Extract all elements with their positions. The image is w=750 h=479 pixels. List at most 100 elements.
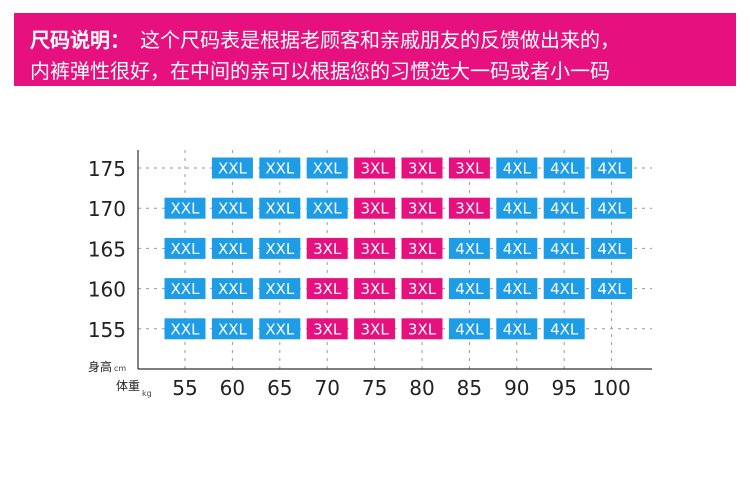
size-cell bbox=[164, 278, 206, 300]
size-cell-label: XXL bbox=[218, 160, 248, 178]
size-cell-label: 3XL bbox=[408, 160, 437, 178]
size-cell-label: XXL bbox=[265, 160, 295, 178]
size-cell-label: XXL bbox=[265, 280, 295, 298]
size-cell-label: 4XL bbox=[455, 240, 484, 258]
size-cell bbox=[591, 237, 633, 259]
size-cell-label: XXL bbox=[171, 240, 201, 258]
size-cell-label: 4XL bbox=[503, 200, 532, 218]
size-cell-label: XXL bbox=[218, 320, 248, 338]
size-cell-label: 4XL bbox=[503, 160, 532, 178]
y-axis-label: 身高 bbox=[88, 359, 112, 374]
size-cell bbox=[496, 278, 538, 300]
size-cell bbox=[354, 157, 396, 179]
size-cell bbox=[306, 237, 348, 259]
header-text-1: 这个尺码表是根据老顾客和亲戚朋友的反馈做出来的， bbox=[140, 28, 620, 52]
size-cell bbox=[401, 318, 443, 340]
size-cell-label: 3XL bbox=[313, 240, 342, 258]
size-cell-label: 4XL bbox=[550, 240, 579, 258]
size-cell bbox=[211, 318, 253, 340]
size-cell-label: 4XL bbox=[598, 160, 627, 178]
size-cell bbox=[401, 157, 443, 179]
size-cell bbox=[211, 237, 253, 259]
x-tick-label: 95 bbox=[551, 376, 576, 400]
size-cell-label: XXL bbox=[218, 200, 248, 218]
size-cell bbox=[591, 197, 633, 219]
size-cell-label: XXL bbox=[313, 160, 343, 178]
size-cell bbox=[496, 318, 538, 340]
size-cell-label: 4XL bbox=[503, 320, 532, 338]
size-cell-label: 4XL bbox=[455, 320, 484, 338]
size-cell bbox=[259, 318, 301, 340]
size-cell bbox=[259, 197, 301, 219]
size-cell bbox=[259, 237, 301, 259]
size-cell-label: 3XL bbox=[361, 160, 390, 178]
size-cell-label: XXL bbox=[171, 320, 201, 338]
size-cell-label: XXL bbox=[265, 240, 295, 258]
size-cell bbox=[543, 157, 585, 179]
size-cell-label: 3XL bbox=[313, 320, 342, 338]
size-cell-label: 3XL bbox=[408, 320, 437, 338]
size-cell-label: 4XL bbox=[598, 240, 627, 258]
size-cell-label: XXL bbox=[265, 200, 295, 218]
header-text-2: 内裤弹性很好，在中间的亲可以根据您的习惯选大一码或者小一码 bbox=[30, 59, 610, 83]
size-cell bbox=[354, 318, 396, 340]
x-tick-label: 85 bbox=[457, 376, 482, 400]
size-cell bbox=[306, 278, 348, 300]
size-cell-label: 4XL bbox=[550, 200, 579, 218]
size-cell-label: 4XL bbox=[550, 280, 579, 298]
size-cell-label: XXL bbox=[218, 240, 248, 258]
size-cell-label: 4XL bbox=[550, 160, 579, 178]
x-tick-label: 70 bbox=[314, 376, 339, 400]
size-cell bbox=[591, 278, 633, 300]
size-cell bbox=[448, 237, 490, 259]
size-cell bbox=[211, 197, 253, 219]
size-cell bbox=[164, 237, 206, 259]
size-cell-label: 3XL bbox=[313, 280, 342, 298]
y-axis-unit: cm bbox=[114, 364, 126, 373]
size-cell bbox=[496, 237, 538, 259]
size-cell-label: 3XL bbox=[361, 280, 390, 298]
x-tick-label: 90 bbox=[504, 376, 529, 400]
size-cell bbox=[448, 318, 490, 340]
x-tick-label: 80 bbox=[409, 376, 434, 400]
size-cell-label: 3XL bbox=[455, 200, 484, 218]
x-tick-label: 55 bbox=[172, 376, 197, 400]
size-cell bbox=[543, 278, 585, 300]
size-cell bbox=[496, 157, 538, 179]
size-cell bbox=[401, 197, 443, 219]
size-cell bbox=[448, 157, 490, 179]
size-cell-label: XXL bbox=[265, 320, 295, 338]
size-cell-label: 3XL bbox=[408, 240, 437, 258]
x-tick-label: 100 bbox=[593, 376, 631, 400]
header-label: 尺码说明： bbox=[30, 28, 130, 52]
size-cell-label: 4XL bbox=[503, 280, 532, 298]
size-cell bbox=[448, 197, 490, 219]
size-cell bbox=[354, 197, 396, 219]
y-tick-label: 175 bbox=[88, 157, 126, 181]
y-tick-label: 165 bbox=[88, 237, 126, 261]
size-cell bbox=[306, 318, 348, 340]
size-cell bbox=[211, 157, 253, 179]
size-cell bbox=[354, 278, 396, 300]
size-cell bbox=[496, 197, 538, 219]
x-tick-label: 65 bbox=[267, 376, 292, 400]
header-banner: 尺码说明： 这个尺码表是根据老顾客和亲戚朋友的反馈做出来的， 内裤弹性很好，在中间… bbox=[14, 13, 736, 86]
size-cell-label: 4XL bbox=[550, 320, 579, 338]
size-cell-label: 3XL bbox=[408, 200, 437, 218]
size-cell-label: 3XL bbox=[455, 160, 484, 178]
y-tick-label: 155 bbox=[88, 318, 126, 342]
x-axis-label: 体重 bbox=[116, 379, 140, 393]
size-cell bbox=[164, 318, 206, 340]
y-tick-label: 160 bbox=[88, 278, 126, 302]
size-cell bbox=[259, 278, 301, 300]
size-cell bbox=[306, 197, 348, 219]
size-cell bbox=[543, 318, 585, 340]
size-cell bbox=[543, 237, 585, 259]
size-cell-label: XXL bbox=[171, 200, 201, 218]
size-cell bbox=[401, 237, 443, 259]
size-cell bbox=[211, 278, 253, 300]
x-axis-unit: kg bbox=[142, 389, 152, 398]
size-cell-label: 4XL bbox=[455, 280, 484, 298]
x-tick-label: 60 bbox=[220, 376, 245, 400]
header-line-1: 尺码说明： 这个尺码表是根据老顾客和亲戚朋友的反馈做出来的， bbox=[30, 24, 620, 53]
